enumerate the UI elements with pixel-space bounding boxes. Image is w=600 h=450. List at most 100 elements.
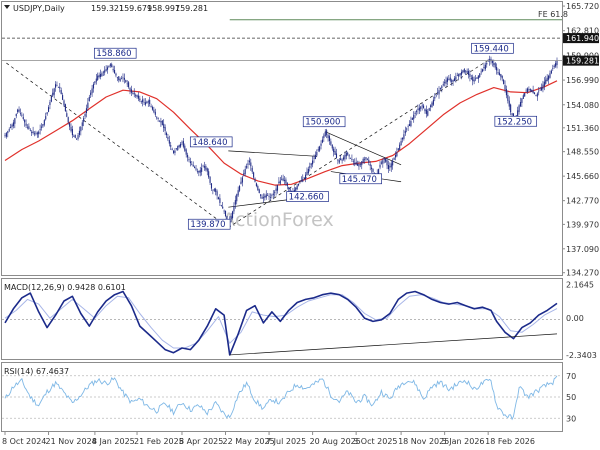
candle-body (394, 154, 397, 158)
candle-body (241, 177, 243, 183)
candle-body (32, 131, 34, 134)
x-tick-label: 7 Jul 2025 (266, 437, 306, 446)
price-callouts: 158.860 148.640 139.870 142.660 150.900 145.4… (93, 42, 538, 230)
candle-body (518, 105, 520, 112)
candle-body (382, 160, 384, 164)
candle-body (303, 177, 305, 179)
candle-body (392, 160, 394, 166)
candle-body (451, 80, 453, 82)
candle-body (253, 172, 255, 178)
candle-body (399, 144, 401, 150)
price-panel: ActionForex 165.720162.810159.900156.990… (1, 1, 599, 278)
candle-body (285, 179, 287, 184)
candle-body (177, 146, 179, 151)
candle-body (269, 197, 272, 198)
candle-body (536, 93, 538, 97)
candle-body (517, 110, 519, 117)
candle-body (299, 181, 301, 183)
candle-body (220, 205, 222, 206)
candle-body (362, 158, 364, 163)
candle-body (556, 60, 558, 65)
candle-body (396, 152, 398, 157)
candle-body (78, 130, 80, 135)
candle-body (59, 86, 61, 89)
x-tick-label: 3 Oct 2025 (353, 437, 397, 446)
candle-body (7, 131, 9, 134)
candle-body (102, 71, 104, 73)
candles (4, 55, 558, 229)
callout-box (286, 191, 329, 202)
candle-body (157, 117, 159, 119)
candle-body (36, 132, 38, 135)
candle-body (410, 120, 412, 127)
candle-body (283, 179, 286, 181)
callout-box (302, 116, 346, 128)
candle-body (317, 149, 319, 151)
candle-body (139, 98, 141, 101)
candle-body (240, 181, 242, 185)
candle-body (474, 78, 477, 80)
candle-body (361, 161, 363, 166)
candle-body (344, 155, 346, 160)
callout-label: 139.870 (190, 220, 225, 230)
rsi-tick-label: 30 (566, 414, 576, 423)
candle-body (265, 194, 267, 198)
candle-body (168, 140, 170, 144)
candle-body (85, 108, 88, 114)
candle-body (77, 135, 79, 139)
candle-body (326, 130, 328, 135)
candle-body (490, 58, 492, 62)
candle-body (397, 148, 399, 151)
candle-body (101, 73, 103, 77)
candle-body (62, 95, 64, 100)
price-tick-label: 154.080 (566, 101, 599, 110)
candle-body (293, 189, 295, 193)
candle-body (352, 161, 354, 162)
candle-body (73, 136, 75, 137)
candle-body (81, 122, 83, 126)
candle-body (342, 157, 345, 160)
collapse-arrow-icon[interactable] (4, 5, 10, 9)
candle-body (333, 148, 335, 153)
price-tick-label: 142.770 (566, 197, 599, 206)
candle-body (480, 71, 482, 73)
rsi-tick-label: 50 (566, 393, 576, 402)
candle-body (185, 149, 187, 155)
candle-body (279, 180, 281, 184)
x-tick-label: 8 Oct 2024 (2, 437, 46, 446)
symbol-header: USDJPY,Daily (13, 4, 65, 13)
candle-body (262, 197, 264, 199)
candle-body (431, 102, 433, 107)
candle-body (507, 94, 509, 101)
ohlc-low: 158.997 (147, 4, 180, 13)
candle-body (47, 107, 50, 112)
candle-body (411, 117, 413, 120)
candle-body (446, 78, 448, 82)
candle-body (282, 178, 284, 181)
candle-body (14, 118, 16, 124)
candle-body (239, 185, 241, 191)
candle-body (330, 141, 332, 145)
candle-body (215, 188, 217, 192)
candle-body (189, 161, 191, 164)
candle-body (219, 198, 221, 203)
candle-body (524, 93, 526, 97)
callout-box (93, 47, 137, 59)
candle-body (484, 64, 486, 70)
candle-body (45, 116, 47, 120)
candle-body (529, 88, 531, 91)
candle-body (182, 141, 184, 147)
candle-body (552, 68, 554, 69)
candle-body (125, 80, 127, 82)
candle-body (355, 161, 357, 165)
candle-body (4, 135, 6, 136)
candle-body (385, 158, 387, 162)
candle-body (132, 93, 134, 95)
candle-body (149, 99, 151, 105)
candle-body (324, 131, 326, 137)
candle-body (119, 79, 121, 81)
candle-body (302, 178, 304, 182)
candle-body (244, 169, 246, 174)
candle-body (320, 143, 322, 146)
